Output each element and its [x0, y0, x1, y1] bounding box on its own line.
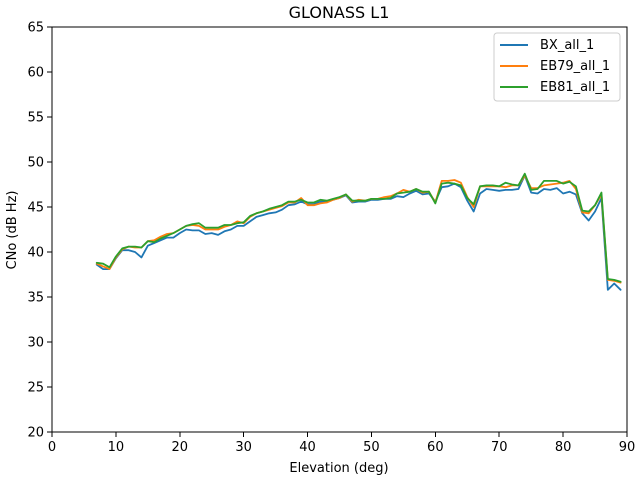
chart-title: GLONASS L1 [289, 3, 390, 22]
y-tick-label: 30 [27, 336, 44, 351]
y-tick-label: 40 [27, 246, 44, 261]
x-tick-label: 50 [363, 440, 380, 455]
legend: BX_all_1 EB79_all_1 EB81_all_1 [493, 32, 621, 102]
x-tick-label: 40 [299, 440, 316, 455]
y-tick-label: 35 [27, 291, 44, 306]
y-tick-label: 60 [27, 66, 44, 81]
series-line-bx-all-1 [95, 174, 622, 291]
x-tick-label: 20 [172, 440, 189, 455]
y-tick-label: 20 [27, 426, 44, 441]
x-tick-label: 30 [235, 440, 252, 455]
y-tick-label: 45 [27, 201, 44, 216]
x-tick-label: 80 [555, 440, 572, 455]
legend-label-eb79-all-1: EB79_all_1 [540, 59, 610, 74]
y-axis-label: CNo (dB Hz) [5, 191, 20, 270]
series-line-eb81-all-1 [95, 172, 622, 283]
legend-label-bx-all-1: BX_all_1 [540, 38, 594, 53]
series-layer [95, 172, 622, 291]
y-axis-ticks: 20 25 30 35 40 45 50 55 60 65 [27, 21, 52, 441]
legend-label-eb81-all-1: EB81_all_1 [540, 80, 610, 95]
plot-frame [51, 26, 628, 433]
y-tick-label: 55 [27, 111, 44, 126]
y-tick-label: 50 [27, 156, 44, 171]
y-tick-label: 25 [27, 381, 44, 396]
x-tick-label: 0 [48, 440, 56, 455]
x-tick-label: 70 [491, 440, 508, 455]
x-tick-label: 10 [108, 440, 125, 455]
x-tick-label: 60 [427, 440, 444, 455]
y-tick-label: 65 [27, 21, 44, 36]
legend-box [493, 32, 621, 102]
x-axis-label: Elevation (deg) [289, 461, 388, 476]
x-axis-ticks: 0 10 20 30 40 50 60 70 80 90 [48, 432, 635, 455]
x-tick-label: 90 [619, 440, 636, 455]
